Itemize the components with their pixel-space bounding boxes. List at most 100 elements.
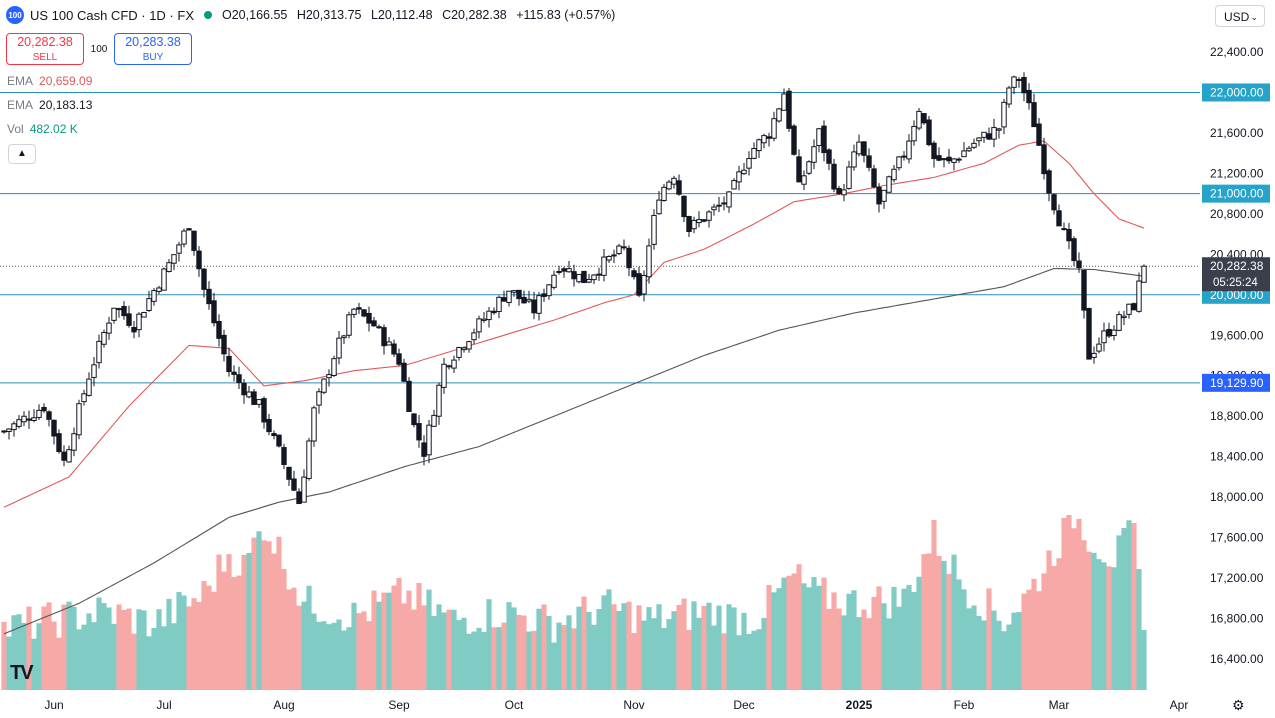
candle-body	[686, 216, 692, 232]
candle-body	[666, 181, 672, 190]
chevron-up-icon[interactable]: ▲	[8, 144, 36, 164]
volume-bar	[306, 585, 312, 690]
volume-bar	[11, 615, 17, 690]
candle-body	[781, 93, 787, 111]
volume-bar	[221, 571, 227, 690]
candle-body	[211, 300, 217, 324]
volume-bar	[351, 602, 357, 690]
candle-body	[561, 268, 567, 272]
y-tick-label: 16,800.00	[1210, 612, 1264, 626]
indicator-ema-2[interactable]: EMA 20,183.13	[7, 98, 92, 112]
candle-body	[711, 206, 717, 211]
candle-body	[126, 313, 132, 326]
candle-body	[516, 289, 522, 300]
volume-bar	[286, 589, 292, 690]
candle-body	[161, 268, 167, 291]
x-tick-label: Feb	[954, 698, 975, 712]
candle-body	[641, 274, 647, 295]
volume-bar	[996, 620, 1002, 690]
candle-body	[801, 175, 807, 185]
quantity-field[interactable]: 100	[90, 43, 108, 55]
candle-body	[886, 176, 892, 193]
volume-bar	[911, 592, 917, 690]
candle-body	[566, 268, 572, 273]
volume-bar	[76, 629, 82, 690]
volume-bar	[496, 627, 502, 690]
volume-bar	[696, 617, 702, 690]
candle-body	[746, 158, 752, 169]
candle-body	[1021, 77, 1027, 94]
currency-label: USD	[1224, 10, 1250, 24]
volume-bar	[966, 608, 972, 690]
candle-body	[291, 478, 297, 491]
candle-body	[1051, 194, 1057, 211]
volume-bar	[96, 597, 102, 690]
volume-bar	[591, 624, 597, 690]
volume-bar	[786, 575, 792, 690]
volume-bar	[386, 592, 392, 690]
volume-bar	[6, 636, 12, 690]
volume-bar	[1026, 589, 1032, 690]
symbol-logo[interactable]: 100	[6, 6, 24, 24]
candle-body	[921, 113, 927, 124]
volume-bar	[506, 602, 512, 690]
candle-body	[836, 188, 842, 195]
volume-bar	[611, 604, 617, 690]
candle-body	[501, 297, 507, 302]
indicator-ema-1[interactable]: EMA 20,659.09	[7, 74, 92, 88]
volume-bar	[1106, 566, 1112, 690]
volume-bar	[686, 629, 692, 690]
candle-body	[401, 362, 407, 382]
indicator-ema-1-value: 20,659.09	[39, 74, 93, 88]
x-tick-label: Mar	[1049, 698, 1070, 712]
candle-body	[696, 219, 702, 224]
volume-bar	[656, 604, 662, 690]
symbol-title[interactable]: US 100 Cash CFD · 1D · FX	[30, 7, 194, 23]
volume-bar	[1016, 612, 1022, 690]
volume-bar	[801, 583, 807, 690]
candle-body	[676, 180, 682, 195]
candle-body	[751, 148, 757, 159]
candle-body	[626, 247, 632, 269]
indicator-volume[interactable]: Vol 482.02 K	[7, 122, 78, 136]
candle-body	[576, 273, 582, 283]
volume-bar	[331, 622, 337, 690]
volume-bar	[731, 607, 737, 690]
level-tag-label: 19,129.90	[1210, 376, 1264, 390]
candle-body	[1076, 260, 1082, 269]
gear-icon[interactable]: ⚙	[1232, 697, 1245, 713]
candle-body	[486, 310, 492, 321]
candle-body	[156, 287, 162, 292]
volume-bar	[941, 560, 947, 690]
volume-bar	[1131, 523, 1137, 690]
currency-select[interactable]: USD ⌄	[1215, 5, 1265, 27]
volume-bar	[181, 595, 187, 690]
volume-bar	[316, 621, 322, 690]
time-axis[interactable]: Jun Jul Aug Sep Oct Nov Dec 2025 Feb Mar Apr	[44, 698, 1188, 712]
candle-body	[266, 418, 272, 433]
volume-bar	[951, 554, 957, 690]
y-tick-label: 21,600.00	[1210, 126, 1264, 140]
buy-button[interactable]: 20,283.38 BUY	[114, 33, 192, 65]
indicator-volume-name: Vol	[7, 122, 24, 136]
volume-bar	[16, 614, 22, 690]
candle-body	[976, 137, 982, 142]
ema-line	[3, 140, 1145, 508]
sell-button[interactable]: 20,282.38 SELL	[6, 33, 84, 65]
volume-bar	[711, 625, 717, 690]
volume-bar	[471, 631, 477, 690]
price-axis[interactable]: 22,400.00 22,000.00 21,600.00 21,200.00 20,8…	[1202, 45, 1270, 666]
tradingview-logo-icon[interactable]: TV	[10, 662, 34, 684]
candle-body	[966, 147, 972, 152]
candle-body	[6, 428, 12, 432]
candle-body	[296, 491, 302, 505]
volume-bar	[151, 627, 157, 690]
candle-body	[1121, 315, 1127, 319]
candle-body	[256, 399, 262, 405]
volume-bar	[226, 554, 232, 690]
candle-body	[391, 343, 397, 355]
candle-body	[1086, 308, 1092, 360]
volume-bar	[666, 619, 672, 690]
volume-bar	[366, 621, 372, 690]
